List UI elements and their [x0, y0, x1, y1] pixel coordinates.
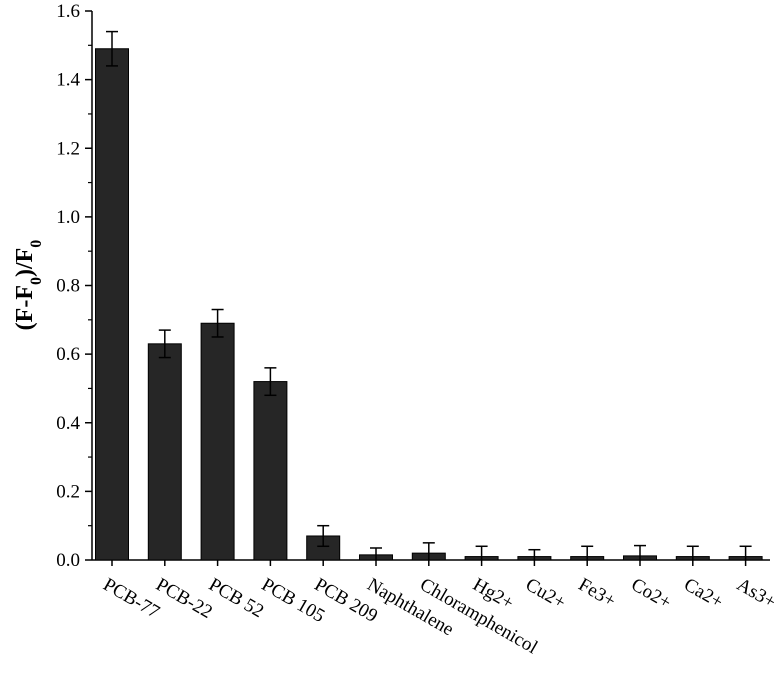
x-tick-label: Fe3+: [575, 574, 619, 612]
y-tick-label: 0.2: [56, 481, 80, 502]
y-tick-label: 1.6: [56, 1, 80, 22]
y-tick-label: 1.0: [56, 207, 80, 228]
y-tick-label: 0.6: [56, 344, 80, 365]
y-tick-label: 0.8: [56, 276, 80, 297]
x-tick-label: PCB-22: [152, 574, 216, 623]
x-tick-label: PCB 52: [205, 574, 267, 622]
y-tick-label: 0.4: [56, 413, 80, 434]
y-ticks: 0.0 0.2 0.4 0.6 0.8 1.0 1.2 1.4 1.6: [56, 1, 92, 571]
error-bars: [106, 30, 752, 560]
y-tick-label: 1.2: [56, 138, 80, 159]
axes: [91, 11, 770, 561]
bar-pcb-77: [95, 48, 129, 561]
bar-pcb-22: [147, 343, 182, 561]
bar-pcb-52: [200, 322, 235, 561]
x-tick-label: As3+: [733, 574, 779, 613]
y-tick-label: 1.4: [56, 70, 80, 91]
y-tick-label: 0.0: [56, 550, 80, 571]
bar-pcb-105: [253, 381, 288, 561]
x-tick-label: Cu2+: [522, 574, 569, 613]
y-axis-label: (F-F0)/F0: [12, 240, 45, 331]
bars: [95, 48, 763, 561]
x-tick-label: Ca2+: [680, 574, 726, 613]
x-tick-label: Co2+: [628, 574, 675, 613]
x-tick-label: PCB-77: [100, 574, 164, 623]
